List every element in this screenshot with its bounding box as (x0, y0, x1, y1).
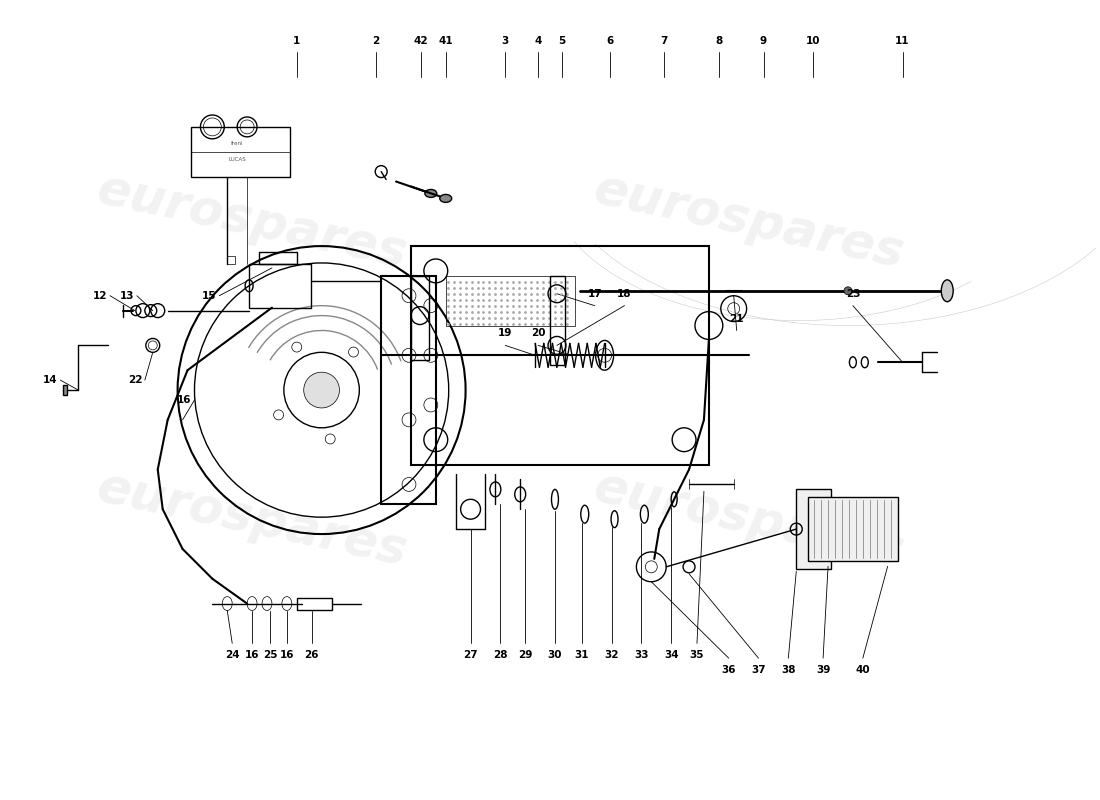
Text: 26: 26 (305, 650, 319, 660)
Text: 1: 1 (293, 35, 300, 46)
Text: 8: 8 (715, 35, 723, 46)
Text: 16: 16 (177, 395, 191, 405)
Bar (411, 246, 708, 465)
Text: LUCAS: LUCAS (229, 157, 246, 162)
Bar (550, 276, 565, 366)
Ellipse shape (425, 190, 437, 198)
Text: 24: 24 (224, 650, 240, 660)
Text: 35: 35 (690, 650, 704, 660)
Text: 13: 13 (120, 290, 134, 301)
Text: 12: 12 (92, 290, 108, 301)
Text: 40: 40 (856, 665, 870, 675)
Bar (446, 276, 575, 326)
Ellipse shape (942, 280, 954, 302)
Text: 23: 23 (846, 289, 860, 298)
Text: freni: freni (231, 142, 243, 146)
Text: 16: 16 (245, 650, 260, 660)
Text: 7: 7 (660, 35, 668, 46)
Text: 20: 20 (531, 329, 546, 338)
Text: eurospares: eurospares (92, 463, 411, 575)
Bar (258, 252, 297, 264)
Bar (228, 256, 235, 264)
Text: 33: 33 (634, 650, 649, 660)
Text: eurospares: eurospares (92, 165, 411, 278)
Text: 28: 28 (493, 650, 507, 660)
Text: 42: 42 (414, 35, 428, 46)
Text: 25: 25 (263, 650, 277, 660)
Text: 36: 36 (722, 665, 736, 675)
Circle shape (844, 286, 851, 294)
Text: 15: 15 (202, 290, 217, 301)
Text: 9: 9 (760, 35, 767, 46)
Text: 18: 18 (617, 289, 631, 298)
Text: 17: 17 (587, 289, 602, 298)
Circle shape (304, 372, 340, 408)
Text: eurospares: eurospares (590, 463, 909, 575)
Text: eurospares: eurospares (590, 165, 909, 278)
Bar (808, 497, 898, 562)
Text: 29: 29 (518, 650, 532, 660)
Bar (249, 264, 310, 308)
Bar (796, 489, 830, 570)
Text: 21: 21 (729, 314, 744, 323)
Text: 37: 37 (751, 665, 766, 675)
Bar (190, 127, 289, 177)
Text: 34: 34 (663, 650, 679, 660)
Text: 41: 41 (439, 35, 453, 46)
Ellipse shape (440, 194, 452, 202)
Text: 38: 38 (781, 665, 795, 675)
Text: 10: 10 (806, 35, 821, 46)
Text: 39: 39 (816, 665, 831, 675)
Text: 22: 22 (128, 375, 142, 385)
Text: 4: 4 (535, 35, 542, 46)
Text: 2: 2 (373, 35, 380, 46)
Text: 19: 19 (498, 329, 513, 338)
Text: 30: 30 (548, 650, 562, 660)
Text: 5: 5 (559, 35, 565, 46)
Text: 6: 6 (606, 35, 613, 46)
Text: 32: 32 (604, 650, 619, 660)
Text: 27: 27 (463, 650, 477, 660)
Bar (411, 276, 429, 360)
Bar (64, 385, 67, 395)
Text: 11: 11 (895, 35, 910, 46)
Bar (297, 598, 331, 610)
Text: 3: 3 (502, 35, 509, 46)
Text: 16: 16 (279, 650, 294, 660)
Bar (382, 276, 436, 504)
Text: 31: 31 (574, 650, 589, 660)
Text: 14: 14 (43, 375, 58, 385)
